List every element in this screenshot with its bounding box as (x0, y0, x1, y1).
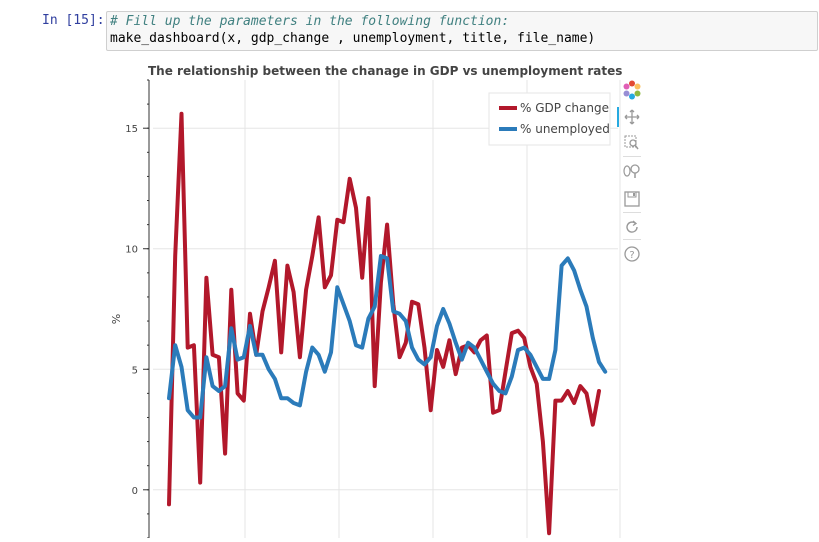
plot-area (153, 80, 618, 538)
y-tick-label: 0 (132, 486, 138, 497)
help-icon[interactable]: ? (621, 243, 643, 265)
line-chart[interactable]: 0 5 10 15 The relationship between the chan… (106, 52, 819, 539)
chart-title: The relationship between the chanage in … (148, 64, 622, 78)
legend-box (488, 92, 611, 146)
y-tick-label: 15 (125, 124, 138, 135)
svg-text:?: ? (629, 250, 634, 261)
bokeh-logo-icon[interactable] (622, 80, 642, 100)
legend-label-gdp: % GDP change (520, 101, 609, 115)
active-tool-indicator (617, 107, 619, 127)
box-zoom-icon[interactable] (621, 132, 643, 154)
y-axis-label: % (110, 314, 123, 324)
y-tick-label: 5 (132, 365, 138, 376)
series-lines (167, 111, 608, 536)
toolbar-separator (623, 212, 641, 213)
reset-icon[interactable] (621, 216, 643, 238)
toolbar-separator (623, 156, 641, 157)
code-call: make_dashboard(x, gdp_change , unemploym… (110, 31, 596, 46)
code-input[interactable]: # Fill up the parameters in the followin… (106, 11, 818, 51)
series-line-unemployed (167, 254, 608, 420)
pan-icon[interactable] (621, 106, 643, 128)
grid (153, 80, 621, 538)
plot-toolbar: ? (617, 80, 649, 270)
toolbar-separator (623, 239, 641, 240)
y-tick-label: 10 (125, 245, 138, 256)
cell-prompt: In [15]: (42, 13, 105, 28)
y-axis: 0 5 10 15 (125, 79, 150, 539)
save-icon[interactable] (621, 188, 643, 210)
wheel-zoom-icon[interactable] (621, 160, 643, 182)
legend: % GDP change % unemployed (488, 92, 611, 146)
code-comment: # Fill up the parameters in the followin… (110, 14, 510, 29)
legend-label-unemployed: % unemployed (520, 122, 610, 136)
cell-output: 0 5 10 15 The relationship between the chan… (106, 52, 819, 539)
